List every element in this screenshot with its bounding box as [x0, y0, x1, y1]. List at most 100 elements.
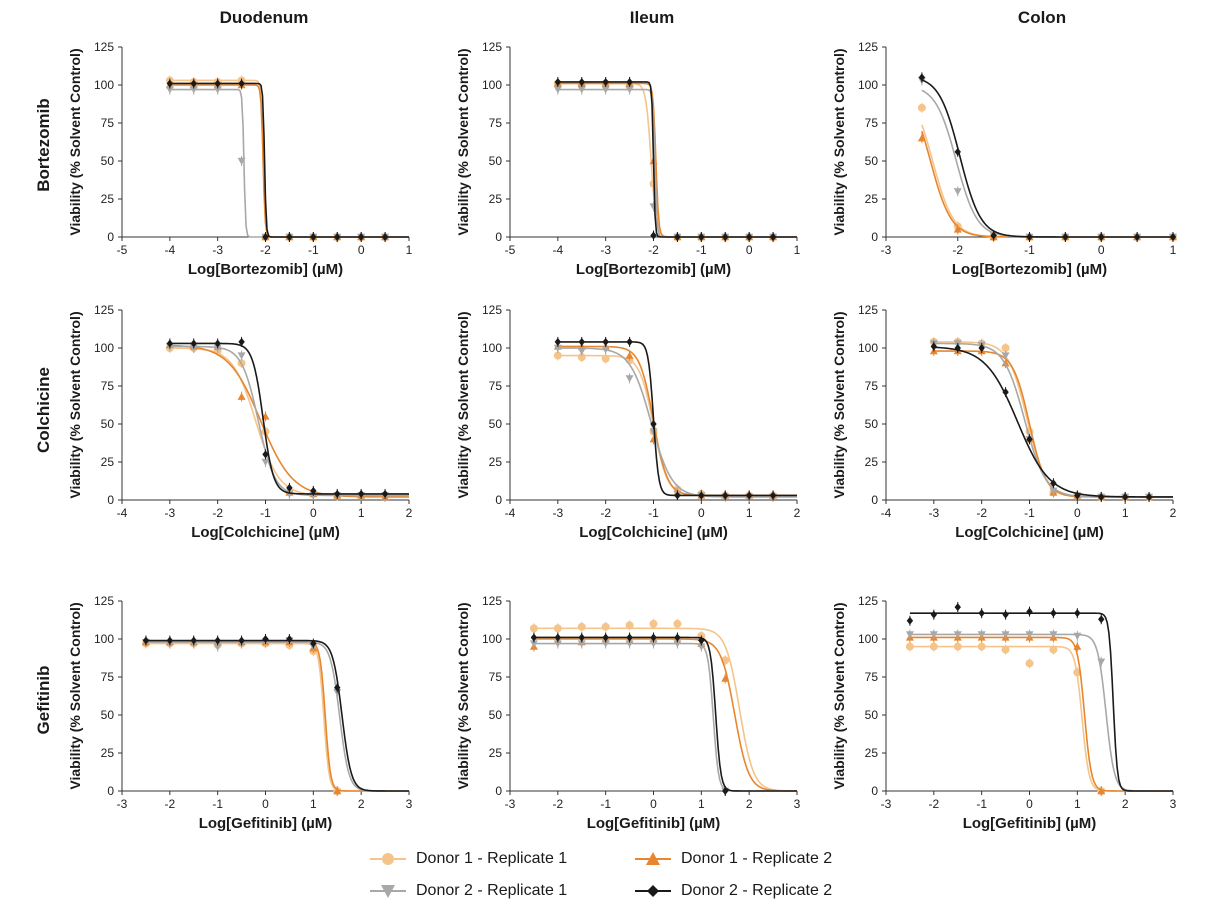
- panel-r2-c2: 0 25 50 75 100 125 -3 -2 -1 0 1 2 3 Log[Gefitinib] (µ…: [831, 594, 1177, 832]
- data-point-3: [554, 337, 562, 346]
- data-point-3: [602, 337, 609, 346]
- series-line-1: [145, 641, 409, 792]
- data-point-0: [905, 642, 914, 651]
- series-line-0: [169, 79, 409, 238]
- x-axis-label: Log[Bortezomib] (µM): [952, 261, 1107, 278]
- column-title-duodenum: Duodenum: [219, 8, 309, 27]
- data-point-3: [954, 603, 961, 612]
- data-point-2: [189, 86, 198, 94]
- data-point-3: [990, 231, 997, 240]
- data-point-3: [954, 344, 961, 352]
- data-point-0: [601, 622, 610, 631]
- y-tick-label: 50: [489, 417, 503, 431]
- data-point-3: [214, 339, 221, 348]
- data-point-3: [166, 636, 174, 645]
- y-tick-label: 100: [482, 632, 502, 646]
- data-point-3: [1098, 615, 1105, 624]
- data-point-2: [165, 86, 174, 94]
- x-tick-label: -1: [212, 797, 223, 811]
- x-tick-label: 3: [794, 797, 801, 811]
- data-point-2: [1049, 487, 1058, 495]
- data-point-1: [721, 674, 730, 682]
- data-point-0: [1025, 659, 1034, 668]
- series-line-2: [169, 345, 409, 497]
- y-tick-label: 125: [482, 594, 502, 608]
- data-point-3: [602, 77, 609, 86]
- data-point-3: [238, 337, 245, 346]
- data-point-2: [1073, 632, 1082, 640]
- data-point-3: [674, 491, 681, 500]
- y-tick-label: 125: [482, 40, 502, 54]
- data-point-2: [1001, 631, 1010, 639]
- x-tick-label: 1: [1170, 243, 1177, 257]
- data-point-3: [722, 491, 729, 500]
- y-tick-label: 0: [495, 784, 502, 798]
- y-tick-label: 125: [858, 40, 878, 54]
- legend-marker-triangle-up-icon: [635, 852, 671, 865]
- data-point-2: [625, 86, 634, 94]
- series-line-3: [169, 342, 409, 495]
- data-point-3: [381, 489, 389, 498]
- y-tick-label: 75: [101, 116, 115, 130]
- series-line-2: [921, 89, 1173, 238]
- data-point-3: [930, 610, 938, 619]
- data-point-3: [142, 636, 150, 645]
- y-tick-label: 75: [101, 670, 115, 684]
- x-tick-label: 0: [1098, 243, 1105, 257]
- data-point-3: [286, 635, 293, 643]
- data-point-3: [238, 79, 245, 88]
- x-tick-label: -2: [212, 506, 223, 520]
- x-tick-label: -3: [928, 506, 939, 520]
- data-point-3: [166, 339, 174, 348]
- series-line-3: [557, 341, 797, 497]
- data-point-1: [953, 225, 962, 233]
- data-point-3: [650, 420, 657, 428]
- y-tick-label: 100: [858, 78, 878, 92]
- legend-marker-diamond-icon: [635, 885, 671, 897]
- legend-item-d1r2: Donor 1 - Replicate 2: [635, 850, 832, 868]
- panel-r2-c0: 0 25 50 75 100 125 -3 -2 -1 0 1 2 3 Log[Gefitinib] (µ…: [67, 594, 413, 832]
- data-point-3: [745, 233, 753, 241]
- x-tick-label: 0: [650, 797, 657, 811]
- y-tick-label: 125: [94, 303, 114, 317]
- data-point-2: [601, 640, 610, 648]
- x-tick-label: -1: [308, 243, 319, 257]
- data-point-1: [1073, 642, 1082, 650]
- data-point-2: [929, 631, 938, 639]
- x-tick-label: -2: [600, 506, 611, 520]
- series-line-1: [169, 344, 410, 498]
- series-line-0: [921, 124, 1173, 238]
- x-tick-label: -2: [976, 506, 987, 520]
- y-tick-label: 125: [858, 594, 878, 608]
- x-tick-label: -1: [1024, 243, 1035, 257]
- data-point-2: [977, 631, 986, 639]
- y-tick-label: 75: [489, 116, 503, 130]
- data-point-3: [310, 233, 317, 241]
- y-tick-label: 50: [101, 417, 115, 431]
- y-tick-label: 100: [858, 341, 878, 355]
- data-point-2: [577, 347, 586, 356]
- data-point-3: [722, 787, 729, 795]
- data-point-3: [626, 77, 633, 86]
- y-tick-label: 50: [489, 708, 503, 722]
- x-tick-label: 1: [406, 243, 413, 257]
- data-point-3: [769, 233, 777, 241]
- x-tick-label: -4: [117, 506, 128, 520]
- data-point-3: [1145, 492, 1153, 501]
- data-point-3: [530, 633, 538, 642]
- x-tick-label: -4: [164, 243, 175, 257]
- data-point-3: [1074, 609, 1081, 618]
- data-point-1: [625, 351, 634, 359]
- x-tick-label: 2: [406, 506, 413, 520]
- x-tick-label: 0: [1074, 506, 1081, 520]
- y-tick-label: 25: [101, 746, 115, 760]
- data-point-2: [905, 631, 914, 639]
- data-point-2: [673, 640, 682, 648]
- data-point-3: [1098, 233, 1105, 241]
- data-point-3: [357, 489, 365, 498]
- y-tick-label: 25: [865, 192, 879, 206]
- y-axis-label: Viability (% Solvent Control): [67, 48, 83, 235]
- data-point-0: [601, 354, 610, 363]
- data-point-0: [577, 622, 586, 631]
- data-point-3: [1026, 233, 1033, 241]
